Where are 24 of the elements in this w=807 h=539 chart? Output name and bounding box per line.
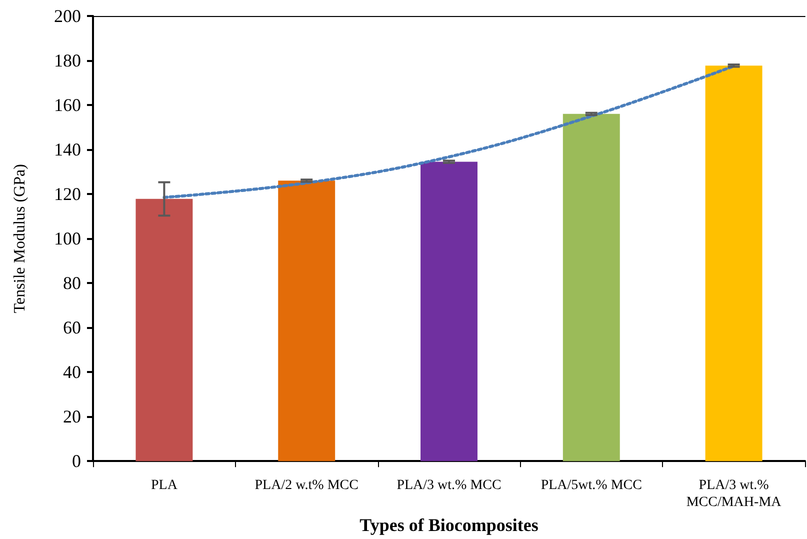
line-series bbox=[162, 64, 736, 199]
bar bbox=[705, 66, 762, 462]
y-tick-label: 100 bbox=[54, 228, 81, 249]
x-tick-label: PLA/5wt.% MCC bbox=[540, 478, 642, 494]
bar bbox=[136, 198, 193, 462]
x-tick-label: PLA/2 w.t% MCC bbox=[254, 478, 358, 494]
y-tick-label: 180 bbox=[54, 50, 81, 71]
y-tick-label: 20 bbox=[63, 406, 81, 427]
bar bbox=[278, 180, 336, 462]
y-tick-label: 120 bbox=[54, 184, 81, 204]
y-tick-label: 140 bbox=[54, 140, 81, 160]
y-tick-label: 200 bbox=[54, 6, 81, 26]
y-tick-label: 40 bbox=[63, 362, 81, 382]
x-tick-label: PLA/3 wt.% MCC bbox=[396, 478, 502, 494]
x-tick-label: PLA/3 wt.% MCC/MAH-MA bbox=[686, 478, 782, 510]
y-tick-label: 0 bbox=[72, 451, 81, 472]
y-tick-label: 80 bbox=[63, 273, 81, 294]
x-axis-title: Types of Biocomposites bbox=[360, 515, 538, 535]
y-tick-label: 60 bbox=[63, 318, 81, 338]
x-tick-label: PLA bbox=[150, 478, 178, 494]
y-tick-label: 160 bbox=[54, 95, 81, 116]
bar bbox=[420, 162, 478, 462]
y-axis-title: Tensile Modulus (GPa) bbox=[12, 164, 28, 314]
bar bbox=[562, 114, 620, 462]
